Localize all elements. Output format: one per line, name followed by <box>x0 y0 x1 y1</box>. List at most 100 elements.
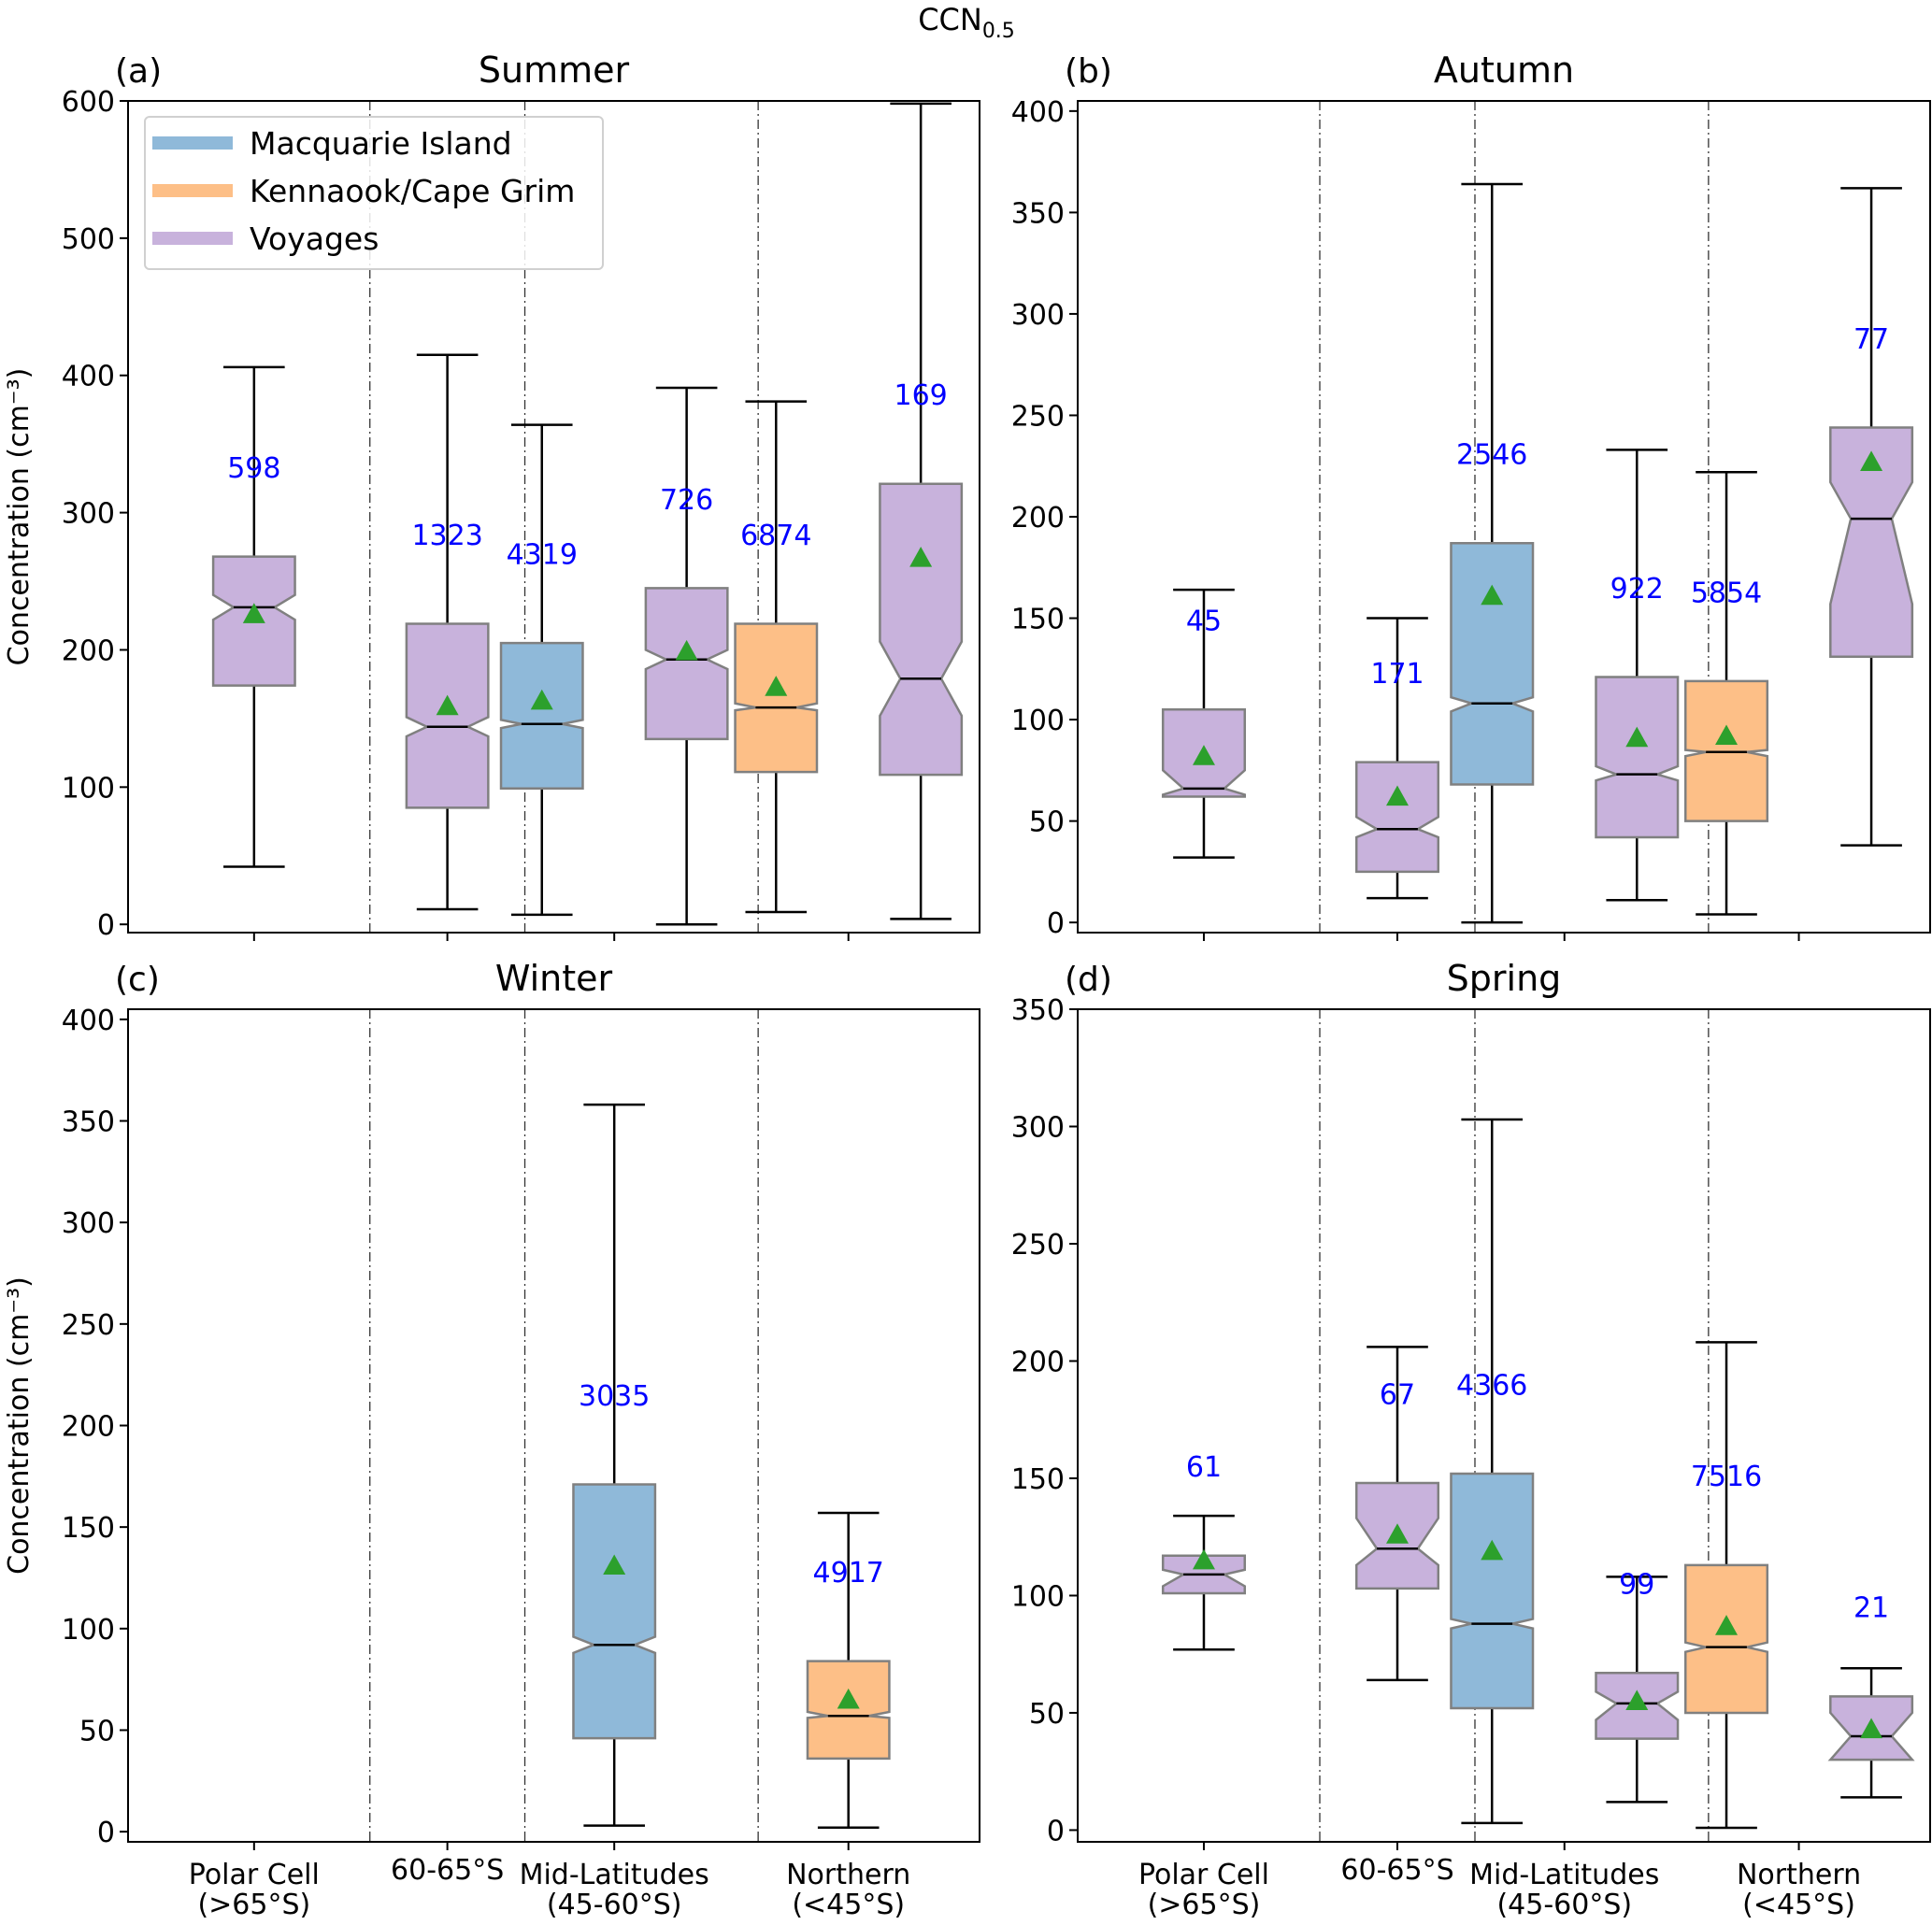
mean-marker <box>1481 584 1504 606</box>
y-tick-label: 150 <box>1011 604 1065 636</box>
count-label: 169 <box>894 379 948 412</box>
y-tick-label: 100 <box>1011 705 1065 737</box>
mean-marker <box>1715 724 1739 746</box>
box-voyages: 45 <box>1161 588 1247 859</box>
y-tick-label: 200 <box>1011 502 1065 535</box>
legend-label: Voyages <box>250 221 379 257</box>
x-tick-label: (<45°S) <box>1742 1889 1855 1921</box>
legend-swatch <box>152 232 233 245</box>
box-body <box>879 482 964 777</box>
mean-marker <box>1192 1548 1215 1570</box>
box-body <box>1450 1472 1535 1710</box>
box-body <box>1354 761 1440 874</box>
y-tick-label: 350 <box>1011 994 1065 1027</box>
count-label: 2546 <box>1456 439 1527 472</box>
mean-marker <box>837 1688 860 1709</box>
x-tick-label: Mid-Latitudes <box>1469 1859 1659 1891</box>
mean-marker <box>909 547 933 567</box>
box-voyages: 77 <box>1829 187 1914 847</box>
figure-title-subscript: 0.5 <box>982 20 1015 43</box>
x-tick-label: (45-60°S) <box>1496 1889 1632 1921</box>
y-tick-label: 50 <box>79 1715 115 1747</box>
count-label: 726 <box>660 484 713 517</box>
y-tick-label: 150 <box>1011 1463 1065 1496</box>
mean-marker <box>1625 1690 1649 1711</box>
y-tick-label: 250 <box>62 1309 115 1342</box>
x-tick-label: (>65°S) <box>1148 1889 1261 1921</box>
mean-marker <box>1625 726 1649 748</box>
x-tick-label: (45-60°S) <box>547 1889 682 1921</box>
y-tick-label: 200 <box>62 635 115 667</box>
count-label: 77 <box>1853 323 1889 356</box>
count-label: 6874 <box>740 520 811 552</box>
y-tick-label: 250 <box>1011 1229 1065 1262</box>
legend-frame <box>144 116 604 270</box>
box-body <box>1829 426 1914 659</box>
panel-letter: (d) <box>1065 961 1112 999</box>
box-macquarie-island: 4366 <box>1450 1118 1535 1825</box>
count-label: 61 <box>1186 1451 1222 1484</box>
x-tick-label: 60-65°S <box>1340 1854 1453 1887</box>
mean-marker <box>603 1554 626 1576</box>
box-voyages: 67 <box>1354 1346 1440 1682</box>
panel-title: Winter <box>495 958 613 999</box>
box-body <box>499 641 584 791</box>
x-tick-label: Polar Cell <box>1138 1859 1269 1891</box>
axes-frame <box>1077 100 1931 934</box>
box-macquarie-island: 3035 <box>572 1103 657 1827</box>
count-label: 3035 <box>579 1380 650 1413</box>
mean-marker <box>1860 1718 1883 1739</box>
panel-spring: 0 50 100 150 200 250 300 350 Polar Cell(>65°S) 60… <box>1011 958 1931 1921</box>
mean-marker <box>1481 1539 1504 1561</box>
box-body <box>644 587 729 741</box>
x-tick-label: Polar Cell <box>189 1859 320 1891</box>
legend-swatch <box>152 136 233 150</box>
y-tick-label: 200 <box>1011 1346 1065 1378</box>
axes-frame <box>127 100 980 934</box>
mean-marker <box>1386 1523 1409 1544</box>
box-voyages: 922 <box>1595 449 1680 902</box>
y-tick-label: 150 <box>62 1512 115 1545</box>
box-body <box>572 1483 657 1740</box>
mean-marker <box>1386 785 1409 806</box>
figure-title: CCN0.5 <box>918 2 1015 43</box>
y-tick-label: 50 <box>1029 806 1065 839</box>
y-tick-label: 50 <box>1029 1698 1065 1731</box>
legend-label: Macquarie Island <box>250 125 512 162</box>
box-voyages: 1323 <box>405 353 490 911</box>
legend-swatch <box>152 184 233 197</box>
panel-autumn: 0 50 100 150 200 250 300 350 400 Autumn (b) 45 171 25… <box>1011 50 1931 941</box>
mean-marker <box>1192 745 1215 765</box>
box-kennaook-cape-grim: 7516 <box>1684 1341 1769 1830</box>
x-tick-label: Northern <box>1737 1859 1861 1891</box>
mean-marker <box>530 689 553 710</box>
y-tick-label: 100 <box>62 772 115 805</box>
y-tick-label: 500 <box>62 223 115 256</box>
y-tick-label: 100 <box>1011 1580 1065 1613</box>
y-tick-label: 250 <box>1011 400 1065 433</box>
y-tick-label: 200 <box>62 1411 115 1444</box>
panel-letter: (b) <box>1065 52 1112 91</box>
count-label: 1323 <box>411 520 482 552</box>
legend: Macquarie Island Kennaook/Cape Grim Voyage… <box>144 116 604 270</box>
panel-title: Summer <box>479 50 630 91</box>
y-tick-label: 400 <box>1011 96 1065 129</box>
box-macquarie-island: 2546 <box>1450 182 1535 924</box>
box-body <box>734 622 819 774</box>
panel-title: Autumn <box>1434 50 1574 91</box>
panel-title: Spring <box>1447 958 1562 999</box>
panel-summer: 0 100 200 300 400 500 600 Summer (a) Concentratio… <box>3 50 980 942</box>
mean-marker <box>1860 450 1883 471</box>
count-label: 99 <box>1619 1569 1654 1602</box>
box-voyages: 169 <box>879 102 964 920</box>
y-tick-label: 600 <box>62 86 115 119</box>
box-body <box>806 1660 891 1761</box>
axes-frame <box>1077 1008 1931 1843</box>
x-tick-label: 60-65°S <box>391 1854 504 1887</box>
x-tick-label: Mid-Latitudes <box>520 1859 709 1891</box>
count-label: 598 <box>227 452 280 485</box>
mean-marker <box>242 603 265 623</box>
mean-marker <box>1715 1615 1739 1635</box>
y-tick-label: 0 <box>97 909 115 942</box>
